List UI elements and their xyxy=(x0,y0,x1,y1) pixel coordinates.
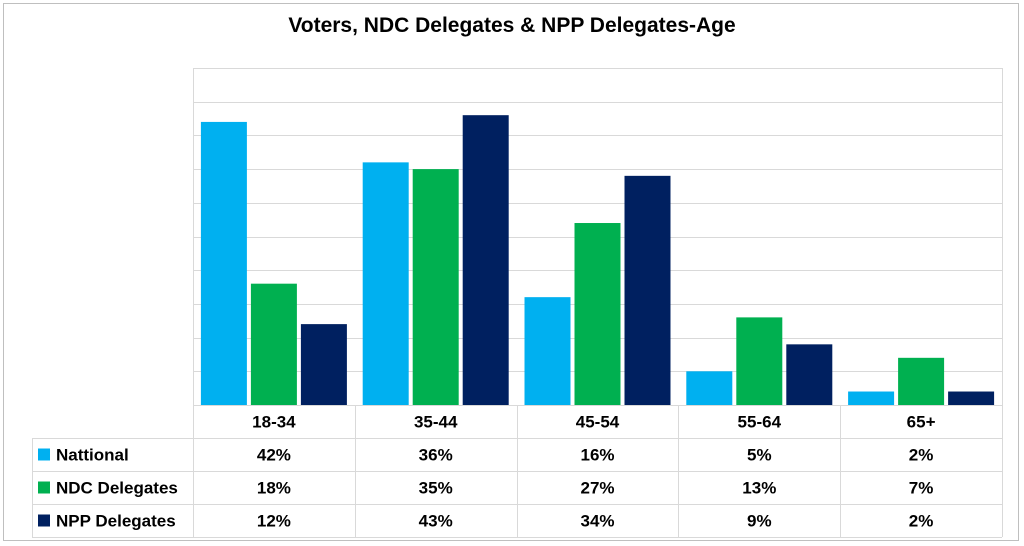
data-value: 34% xyxy=(580,512,614,531)
data-value: 43% xyxy=(419,512,453,531)
category-label: 65+ xyxy=(907,413,936,432)
data-value: 12% xyxy=(257,512,291,531)
data-value: 36% xyxy=(419,446,453,465)
data-value: 5% xyxy=(747,446,772,465)
bar-2-2 xyxy=(624,175,671,405)
bar-0-0 xyxy=(200,121,247,406)
bar-1-2 xyxy=(574,223,621,405)
legend-label: Nattional xyxy=(56,446,129,465)
legend-key-2 xyxy=(38,514,50,527)
bar-2-1 xyxy=(462,115,509,406)
legend-label: NPP Delegates xyxy=(56,512,176,531)
bar-1-4 xyxy=(898,357,945,405)
chart-title: Voters, NDC Delegates & NPP Delegates-Ag… xyxy=(288,14,736,37)
bar-0-4 xyxy=(848,391,895,405)
category-label: 35-44 xyxy=(414,413,458,432)
bar-0-2 xyxy=(524,297,571,405)
category-label: 45-54 xyxy=(576,413,620,432)
data-value: 2% xyxy=(909,512,934,531)
legend-label: NDC Delegates xyxy=(56,479,178,498)
data-value: 7% xyxy=(909,479,934,498)
data-value: 35% xyxy=(419,479,453,498)
bar-1-3 xyxy=(736,317,783,405)
bar-2-3 xyxy=(786,344,833,405)
category-label: 18-34 xyxy=(252,413,296,432)
bar-0-1 xyxy=(362,162,409,405)
bar-2-4 xyxy=(948,391,995,405)
chart-frame xyxy=(3,3,1019,541)
bar-2-0 xyxy=(300,324,347,405)
data-value: 42% xyxy=(257,446,291,465)
bar-1-1 xyxy=(412,169,459,405)
data-value: 9% xyxy=(747,512,772,531)
bar-1-0 xyxy=(250,283,297,405)
data-value: 27% xyxy=(580,479,614,498)
data-value: 13% xyxy=(742,479,776,498)
data-value: 16% xyxy=(580,446,614,465)
data-value: 18% xyxy=(257,479,291,498)
data-value: 2% xyxy=(909,446,934,465)
category-label: 55-64 xyxy=(738,413,782,432)
bar-0-3 xyxy=(686,371,733,405)
legend-key-1 xyxy=(38,481,50,494)
legend-key-0 xyxy=(38,448,50,461)
